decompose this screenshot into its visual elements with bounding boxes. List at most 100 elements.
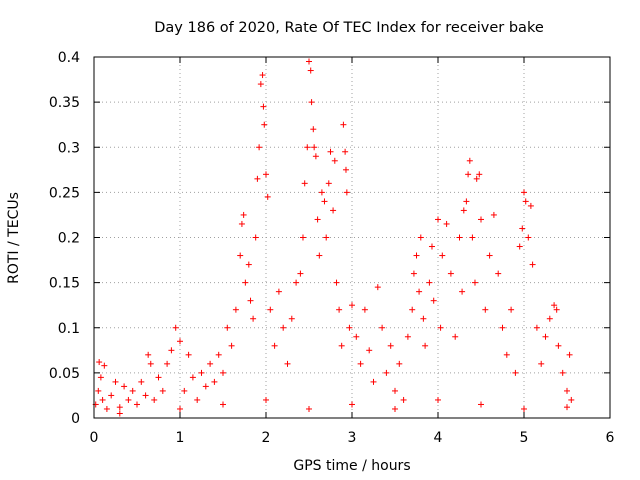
y-tick-label: 0 bbox=[71, 411, 80, 427]
data-point bbox=[138, 378, 145, 385]
data-point bbox=[482, 306, 489, 313]
data-point bbox=[456, 234, 463, 241]
data-point bbox=[159, 387, 166, 394]
data-point bbox=[410, 270, 417, 277]
data-point bbox=[387, 342, 394, 349]
data-point bbox=[297, 270, 304, 277]
data-point bbox=[525, 234, 532, 241]
data-point bbox=[521, 189, 527, 196]
data-point bbox=[486, 252, 493, 259]
data-point bbox=[164, 360, 171, 367]
data-point bbox=[459, 288, 466, 295]
y-tick-label: 0.05 bbox=[49, 366, 80, 382]
data-point bbox=[284, 360, 291, 367]
data-point bbox=[103, 405, 110, 412]
data-point bbox=[374, 284, 381, 291]
data-point bbox=[521, 405, 527, 412]
data-point bbox=[353, 333, 360, 340]
data-point bbox=[538, 360, 545, 367]
grid-lines bbox=[94, 57, 610, 418]
x-tick-label: 4 bbox=[434, 430, 443, 446]
data-point bbox=[316, 252, 323, 259]
data-point bbox=[311, 144, 318, 151]
data-point bbox=[314, 216, 321, 223]
data-point bbox=[151, 396, 158, 403]
data-point bbox=[259, 72, 266, 79]
data-point bbox=[198, 369, 205, 376]
data-point bbox=[361, 306, 368, 313]
data-point bbox=[181, 387, 188, 394]
data-point bbox=[422, 342, 429, 349]
data-point bbox=[343, 189, 350, 196]
data-point bbox=[96, 359, 103, 366]
data-point bbox=[254, 175, 261, 182]
data-point bbox=[476, 171, 483, 178]
data-point bbox=[338, 342, 345, 349]
data-point bbox=[220, 369, 226, 376]
x-tick-label: 2 bbox=[262, 430, 271, 446]
data-point bbox=[304, 144, 311, 151]
data-point bbox=[252, 234, 259, 241]
data-point bbox=[452, 333, 459, 340]
y-tick-label: 0.35 bbox=[49, 95, 80, 111]
data-point bbox=[224, 324, 231, 331]
data-point bbox=[308, 99, 315, 106]
data-point bbox=[263, 396, 269, 403]
data-point bbox=[155, 374, 162, 381]
data-point bbox=[177, 405, 183, 412]
data-point bbox=[420, 315, 427, 322]
data-point bbox=[275, 288, 282, 295]
y-tick-label: 0.4 bbox=[58, 50, 80, 66]
data-point bbox=[542, 333, 549, 340]
data-point bbox=[97, 374, 104, 381]
data-point bbox=[471, 279, 478, 286]
data-point bbox=[460, 207, 467, 214]
data-point bbox=[522, 198, 529, 205]
data-point bbox=[306, 58, 312, 65]
data-point bbox=[321, 198, 328, 205]
data-point bbox=[323, 234, 330, 241]
data-point bbox=[416, 288, 423, 295]
data-point bbox=[435, 396, 441, 403]
data-point bbox=[379, 324, 386, 331]
data-point bbox=[437, 324, 444, 331]
data-point bbox=[508, 306, 515, 313]
data-point bbox=[566, 351, 573, 358]
data-point bbox=[299, 234, 306, 241]
data-point bbox=[519, 225, 526, 232]
data-point bbox=[426, 279, 433, 286]
data-point bbox=[257, 81, 264, 88]
data-point bbox=[261, 121, 268, 128]
data-point bbox=[108, 392, 115, 399]
data-point bbox=[307, 67, 314, 74]
data-point bbox=[478, 401, 484, 408]
x-tick-label: 5 bbox=[520, 430, 529, 446]
data-point bbox=[533, 324, 540, 331]
data-point bbox=[392, 405, 398, 412]
data-point bbox=[447, 270, 454, 277]
data-point bbox=[469, 234, 476, 241]
data-point bbox=[125, 396, 132, 403]
data-point bbox=[232, 306, 239, 313]
data-point bbox=[129, 387, 136, 394]
data-point bbox=[185, 351, 192, 358]
data-point bbox=[333, 279, 340, 286]
data-point bbox=[349, 302, 355, 309]
data-point bbox=[342, 148, 349, 155]
x-axis-label: GPS time / hours bbox=[293, 458, 410, 474]
data-point bbox=[564, 404, 570, 411]
data-point bbox=[413, 252, 420, 259]
data-point bbox=[527, 202, 534, 209]
data-point bbox=[336, 306, 343, 313]
data-point bbox=[240, 211, 247, 218]
data-point bbox=[318, 189, 325, 196]
data-point bbox=[293, 279, 300, 286]
data-point bbox=[327, 148, 334, 155]
data-point bbox=[490, 211, 497, 218]
data-point bbox=[400, 396, 407, 403]
data-point bbox=[370, 378, 377, 385]
data-point bbox=[245, 261, 252, 268]
x-tick-label: 3 bbox=[348, 430, 357, 446]
data-point bbox=[238, 220, 245, 227]
